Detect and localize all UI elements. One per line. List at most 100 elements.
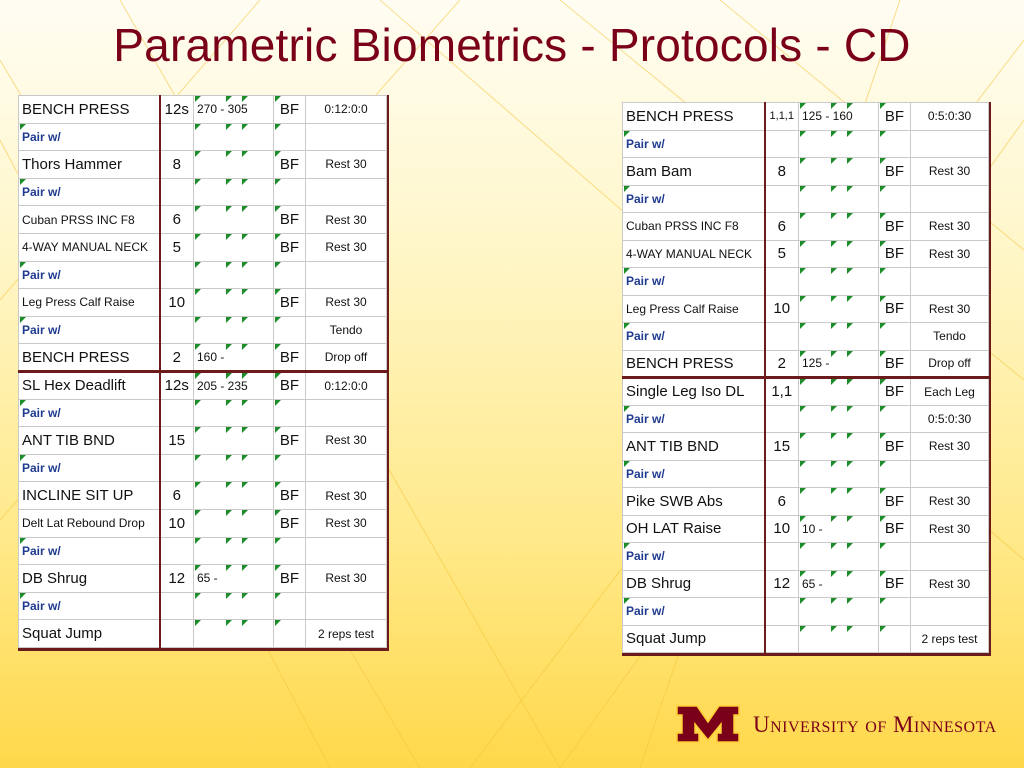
cell-comment-marker [624, 323, 630, 329]
notes-cell: Each Leg [910, 376, 989, 406]
sets-cell-text: 5 [777, 245, 786, 263]
cell-comment-marker [880, 158, 886, 164]
weight-cell-text: 10 - [802, 521, 823, 536]
table-row: BENCH PRESS 2 160 - BF Drop off [18, 343, 387, 372]
cell-comment-marker [624, 185, 630, 192]
cell-comment-marker [800, 488, 806, 494]
table-row: 4-WAY MANUAL NECK 5 BF Rest 30 [622, 239, 989, 268]
cell-comment-marker [880, 515, 886, 522]
cell-comment-marker [624, 460, 630, 467]
tempo-cell: BF [273, 288, 306, 317]
exercise-cell: ANT TIB BND [18, 426, 161, 455]
notes-cell-text: Rest 30 [928, 576, 971, 591]
cell-comment-marker [275, 455, 281, 461]
tempo-cell [273, 591, 306, 621]
cell-comment-marker [242, 206, 248, 213]
exercise-cell: Delt Lat Rebound Drop [18, 508, 161, 538]
cell-comment-marker [847, 515, 853, 522]
exercise-cell: Pair w/ [622, 129, 766, 158]
sets-cell: 15 [159, 426, 194, 455]
cell-comment-marker [226, 344, 232, 351]
cell-comment-marker [831, 543, 837, 549]
cell-comment-marker [242, 620, 248, 627]
weight-cell: 65 - [193, 564, 274, 593]
cell-comment-marker [195, 620, 201, 627]
cell-comment-marker [226, 593, 232, 599]
table-row: Pair w/Tendo [622, 322, 989, 351]
cell-comment-marker [831, 350, 837, 357]
cell-comment-marker [226, 537, 232, 544]
cell-comment-marker [800, 350, 806, 357]
block-m-icon [676, 705, 740, 743]
exercise-cell-text: Pair w/ [626, 191, 665, 206]
notes-cell: Rest 30 [305, 288, 387, 317]
cell-comment-marker [831, 515, 837, 522]
cell-comment-marker [624, 268, 630, 274]
cell-comment-marker [880, 543, 886, 549]
cell-comment-marker [242, 400, 248, 406]
cell-comment-marker [226, 427, 232, 434]
sets-cell-text: 1,1,1 [769, 110, 794, 123]
cell-comment-marker [800, 130, 806, 137]
cell-comment-marker [831, 185, 837, 192]
tempo-cell: BF [878, 102, 911, 131]
cell-comment-marker [275, 96, 281, 102]
table-row: Pair w/ [18, 591, 387, 621]
cell-comment-marker [800, 103, 806, 109]
tempo-cell-text: BF [884, 162, 905, 180]
tempo-cell-text: BF [884, 217, 905, 235]
notes-cell: Rest 30 [910, 432, 989, 461]
cell-comment-marker [847, 460, 853, 467]
cell-comment-marker [20, 262, 26, 268]
notes-cell-text: 0:5:0:30 [927, 411, 972, 426]
tempo-cell: BF [878, 514, 911, 543]
cell-comment-marker [195, 510, 201, 516]
cell-comment-marker [242, 565, 248, 572]
tempo-cell [273, 177, 306, 207]
cell-comment-marker [242, 482, 248, 489]
notes-cell: Rest 30 [305, 232, 387, 262]
table-row: Pair w/ [18, 453, 387, 483]
exercise-cell: Pair w/ [622, 267, 766, 296]
cell-comment-marker [800, 598, 806, 604]
table-row: Leg Press Calf Raise 10 BF Rest 30 [18, 288, 387, 317]
cell-comment-marker [880, 240, 886, 247]
sets-cell: 6 [764, 487, 799, 516]
tempo-cell: BF [273, 343, 306, 372]
cell-comment-marker [847, 543, 853, 549]
exercise-cell-text: Pike SWB Abs [626, 492, 723, 510]
table-row: Delt Lat Rebound Drop 10 BF Rest 30 [18, 508, 387, 538]
notes-cell: 2 reps test [305, 619, 387, 648]
exercise-cell-text: Pair w/ [626, 136, 665, 151]
notes-cell: 0:12:0:0 [305, 369, 387, 400]
sets-cell: 10 [159, 288, 194, 317]
exercise-cell: Bam Bam [622, 157, 766, 186]
notes-cell: 0:12:0:0 [305, 95, 387, 124]
cell-comment-marker [880, 350, 886, 357]
notes-cell [305, 177, 387, 207]
cell-comment-marker [847, 185, 853, 192]
cell-comment-marker [831, 570, 837, 577]
table-row: Leg Press Calf Raise 10 BF Rest 30 [622, 294, 989, 323]
sets-cell: 10 [159, 508, 194, 538]
cell-comment-marker [831, 380, 837, 385]
tempo-cell: BF [273, 150, 306, 179]
notes-cell: Drop off [910, 349, 989, 378]
cell-comment-marker [847, 323, 853, 329]
exercise-cell-text: Squat Jump [22, 625, 103, 643]
notes-cell: 0:5:0:30 [910, 102, 989, 131]
sets-cell-text: 5 [172, 238, 181, 256]
cell-comment-marker [275, 593, 281, 599]
cell-comment-marker [800, 185, 806, 192]
exercise-cell: Cuban PRSS INC F8 [622, 212, 766, 241]
cell-comment-marker [226, 124, 232, 130]
notes-cell [910, 184, 989, 213]
sets-cell-text: 6 [172, 487, 181, 505]
exercise-cell: BENCH PRESS [18, 95, 161, 124]
weight-cell: 10 - [798, 514, 879, 543]
exercise-cell: Pair w/ [18, 260, 161, 290]
weight-cell [193, 288, 274, 317]
sets-cell: 12 [159, 564, 194, 593]
table-row: BENCH PRESS 1,1,1 125 - 160 BF 0:5:0:30 [622, 102, 989, 131]
cell-comment-marker [226, 317, 232, 323]
